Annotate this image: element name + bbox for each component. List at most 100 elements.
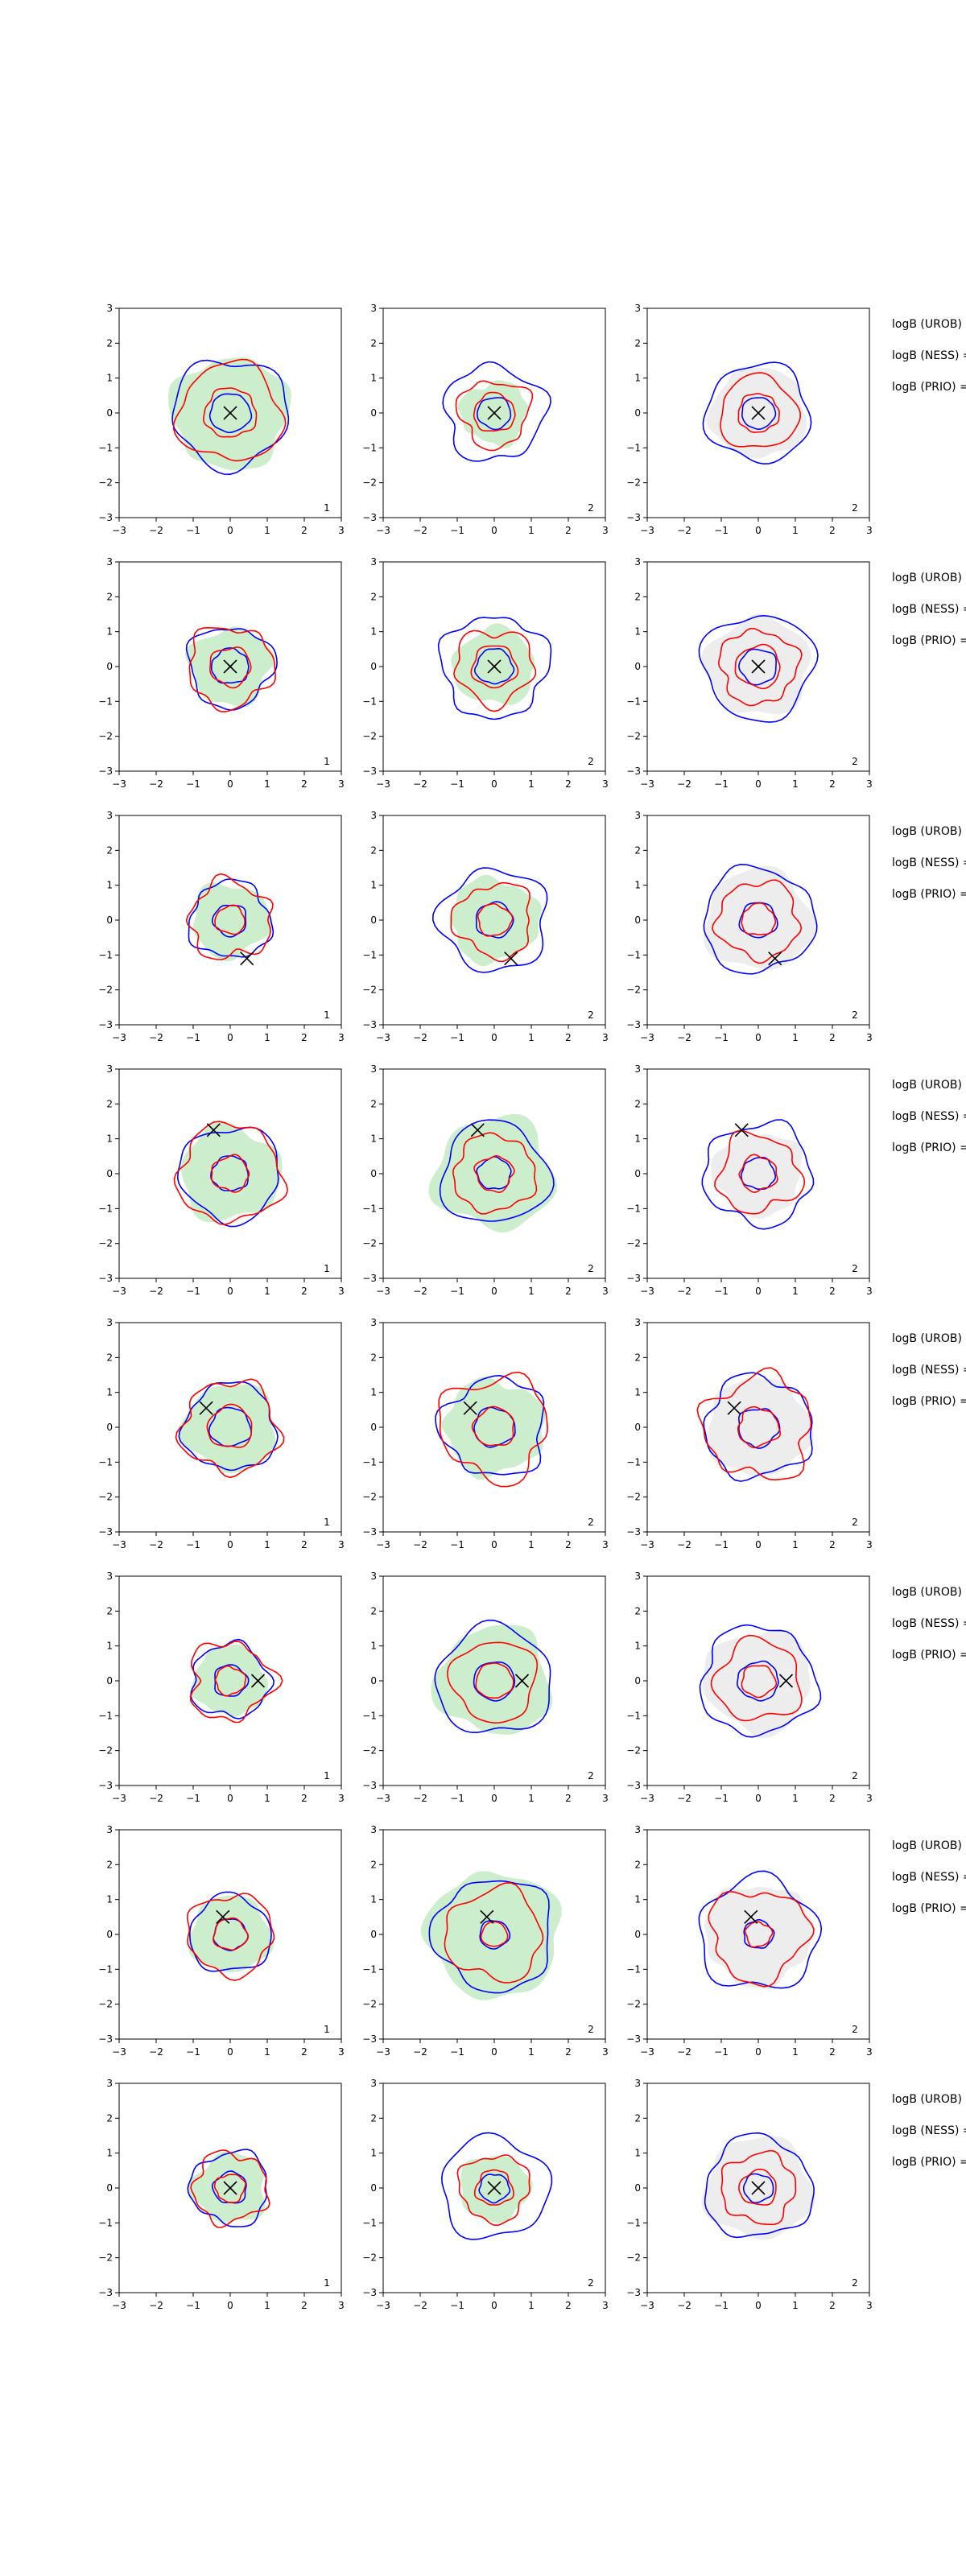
x-tick-label: −3 <box>640 1539 654 1550</box>
x-tick-label: 1 <box>264 525 270 536</box>
red-contour-inner <box>744 1921 774 1948</box>
y-tick-label: −2 <box>98 1999 113 2010</box>
x-tick-label: −1 <box>714 2300 729 2311</box>
red-contour-inner <box>473 1154 515 1193</box>
y-tick-label: 0 <box>106 407 113 419</box>
density-fill <box>180 1121 283 1223</box>
x-marker <box>206 1123 221 1137</box>
y-tick-label: −2 <box>362 477 377 489</box>
panel-number: 2 <box>588 1517 594 1528</box>
x-tick-label: −2 <box>677 1793 691 1804</box>
x-marker <box>514 1674 530 1688</box>
red-contour-inner <box>737 1406 782 1449</box>
x-tick-label: 2 <box>829 1032 836 1043</box>
x-tick-label: 0 <box>491 525 497 536</box>
x-tick-label: −3 <box>376 2300 390 2311</box>
x-tick-label: −1 <box>186 525 200 536</box>
subplot-r4-c1: −3 −2 −1 0 1 2 3 −3 −2 −1 0 1 2 3 1 <box>98 1063 345 1297</box>
blue-contour-outer <box>698 614 819 723</box>
panel-number: 1 <box>324 1009 330 1021</box>
red-contour-outer <box>175 1378 285 1479</box>
blue-contour-inner <box>208 1406 252 1447</box>
y-tick-label: 1 <box>106 1133 113 1145</box>
density-fill <box>187 2151 266 2223</box>
x-marker <box>487 406 502 420</box>
x-tick-label: −2 <box>677 1286 691 1297</box>
blue-contour-inner <box>476 1156 512 1190</box>
y-tick-label: −3 <box>362 766 377 777</box>
x-tick-label: −2 <box>677 1539 691 1550</box>
x-tick-label: 3 <box>602 1793 609 1804</box>
y-tick-label: −3 <box>362 1780 377 1791</box>
x-tick-label: 3 <box>866 2300 873 2311</box>
x-marker <box>487 2181 502 2195</box>
red-contour-outer <box>447 1641 539 1724</box>
blue-contour-inner <box>210 647 250 684</box>
y-tick-label: −3 <box>98 512 113 523</box>
x-tick-label: 0 <box>755 1793 762 1804</box>
blue-contour-inner <box>479 1920 511 1950</box>
y-tick-label: 2 <box>106 337 113 349</box>
red-contour-inner <box>203 387 258 438</box>
row-annotation-2: logB (NESS) = <box>892 2124 966 2137</box>
blue-contour-inner <box>478 2174 511 2204</box>
x-tick-label: 2 <box>829 1286 836 1297</box>
x-tick-label: 0 <box>755 2300 762 2311</box>
x-marker <box>480 1909 494 1924</box>
y-tick-label: 1 <box>634 626 641 638</box>
y-tick-label: −2 <box>362 1745 377 1757</box>
y-tick-label: 0 <box>106 1675 113 1686</box>
x-tick-label: −1 <box>450 1793 464 1804</box>
y-tick-label: −1 <box>98 1203 113 1214</box>
y-tick-label: 2 <box>106 1605 113 1616</box>
row-annotation-1: logB (UROB) <box>892 1586 962 1599</box>
x-tick-label: 0 <box>755 1032 762 1043</box>
x-tick-label: 0 <box>491 1793 497 1804</box>
blue-contour-inner <box>736 1660 779 1702</box>
row-annotation-1: logB (UROB) <box>892 572 962 584</box>
y-tick-label: −1 <box>626 1963 641 1975</box>
y-tick-label: 3 <box>370 1063 377 1075</box>
density-fill <box>711 1134 803 1219</box>
x-tick-label: 3 <box>866 2046 873 2058</box>
x-tick-label: −1 <box>186 1286 200 1297</box>
y-tick-label: 3 <box>370 2078 377 2089</box>
y-tick-label: 2 <box>106 1352 113 1363</box>
y-tick-label: 1 <box>370 2148 377 2159</box>
x-tick-label: 3 <box>338 2046 345 2058</box>
x-marker <box>223 659 237 674</box>
red-contour-inner <box>741 902 777 935</box>
x-tick-label: 3 <box>866 1539 873 1550</box>
x-tick-label: 0 <box>227 1286 233 1297</box>
x-tick-label: 1 <box>792 525 799 536</box>
y-tick-label: 1 <box>370 1387 377 1398</box>
y-tick-label: −1 <box>98 1456 113 1468</box>
y-tick-label: 1 <box>634 880 641 891</box>
red-contour-inner <box>734 643 781 690</box>
y-tick-label: 3 <box>106 1063 113 1075</box>
x-marker <box>216 1909 230 1924</box>
y-tick-label: 2 <box>634 337 641 349</box>
x-tick-label: −2 <box>677 525 691 536</box>
panel-number: 2 <box>852 502 858 514</box>
y-tick-label: 3 <box>370 810 377 821</box>
y-tick-label: 0 <box>634 1675 641 1686</box>
x-tick-label: 2 <box>565 2046 572 2058</box>
row-annotation-3: logB (PRIO) = <box>892 1141 966 1154</box>
x-tick-label: 3 <box>338 1539 345 1550</box>
x-marker <box>199 1401 213 1415</box>
blue-contour-outer <box>187 2149 268 2227</box>
density-fill <box>451 623 535 705</box>
x-marker <box>504 952 518 966</box>
red-contour-outer <box>173 1121 289 1226</box>
blue-contour-outer <box>190 1638 275 1719</box>
x-tick-label: 3 <box>602 525 609 536</box>
y-tick-label: 1 <box>634 1133 641 1145</box>
x-tick-label: 2 <box>301 1539 308 1550</box>
x-marker <box>751 659 766 674</box>
x-tick-label: 2 <box>829 1539 836 1550</box>
panel-number: 2 <box>588 1009 594 1021</box>
y-tick-label: 0 <box>634 407 641 419</box>
x-marker <box>751 2181 766 2195</box>
